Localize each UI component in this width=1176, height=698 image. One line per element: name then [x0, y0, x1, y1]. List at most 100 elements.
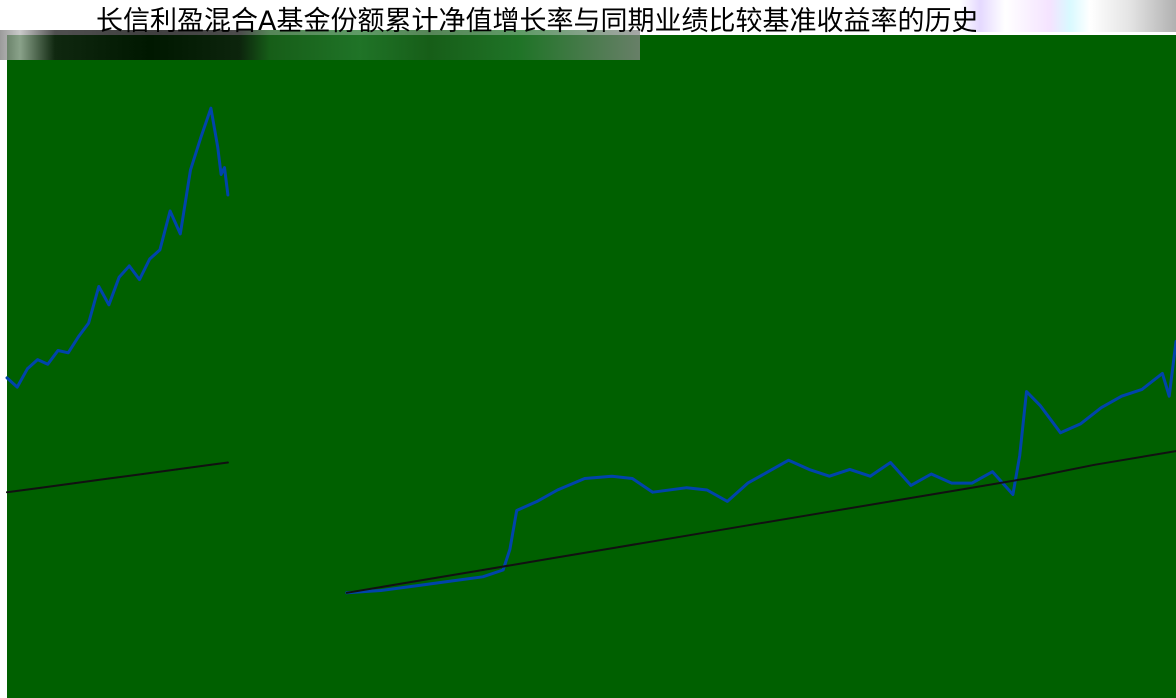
fund-line-period-1-point: [223, 166, 226, 169]
fund-line-period-2: [345, 339, 1176, 595]
fund-line-period-1-point: [199, 137, 202, 139]
fund-line-period-1-point: [189, 169, 192, 171]
fund-line-period-2-point: [747, 482, 749, 484]
fund-line-period-2-point: [536, 500, 538, 503]
fund-line-period-2-point: [930, 473, 933, 475]
fund-line-period-1-point: [227, 194, 229, 196]
fund-line-period-2-point: [502, 569, 504, 571]
fund-line-period-2-point: [787, 459, 790, 462]
fund-line-period-2-point: [380, 589, 382, 592]
fund-line-period-2-point: [515, 509, 518, 512]
fund-line-period-1-point: [16, 386, 19, 388]
plot-area: [7, 35, 1176, 698]
chart-title: 长信利盈混合A基金份额累计净值增长率与同期业绩比较基准收益率的历史走: [96, 6, 976, 37]
fund-line-period-1-point: [108, 304, 110, 306]
fund-line-period-1-point: [148, 258, 151, 260]
fund-line-period-2-point: [1168, 395, 1170, 398]
fund-line-period-2-point: [611, 475, 613, 478]
benchmark-line-period-1-point: [176, 468, 178, 471]
benchmark-line-period-2-point: [1093, 464, 1096, 466]
left-strip: [0, 35, 7, 698]
fund-line-period-2-point: [583, 477, 586, 480]
benchmark-line-period-1-point: [74, 482, 76, 484]
benchmark-line-period-1-point: [6, 491, 8, 494]
fund-line-period-2-point: [991, 470, 994, 473]
benchmark-line-period-1: [6, 461, 229, 494]
corner-artifact: [960, 0, 1176, 32]
fund-line-period-2-point: [950, 482, 953, 484]
fund-line-period-2-point: [726, 500, 729, 503]
fund-line-period-1-point: [67, 352, 69, 354]
fund-line-period-1-point: [220, 173, 222, 176]
fund-line-period-2-point: [849, 468, 851, 471]
fund-line-period-1-point: [128, 265, 131, 267]
fund-line-period-1-point: [216, 146, 219, 148]
fund-line-period-1-point: [36, 358, 39, 361]
fund-line-period-1-point: [87, 322, 90, 324]
fund-line-period-2-point: [1039, 404, 1041, 407]
fund-line-period-2-path: [345, 339, 1176, 595]
fund-line-period-2-point: [869, 475, 871, 478]
fund-line-period-1-point: [159, 249, 161, 251]
fund-line-period-1-point: [169, 210, 171, 212]
fund-line-period-2-point: [414, 585, 416, 587]
fund-line-period-2-point: [706, 489, 708, 491]
fund-line-period-1-point: [118, 276, 120, 279]
fund-line-period-2-point: [556, 489, 559, 491]
fund-line-period-1: [5, 106, 230, 389]
benchmark-line-period-2-point: [482, 569, 484, 571]
benchmark-line-period-2-point: [346, 592, 348, 594]
fund-line-period-2-point: [1161, 372, 1164, 375]
header-artifact: [0, 30, 640, 60]
benchmark-line-period-1-point: [40, 486, 42, 489]
fund-line-period-1-point: [138, 278, 141, 281]
benchmark-line-period-2-point: [1025, 477, 1028, 480]
fund-line-period-2-point: [651, 491, 654, 494]
fund-line-period-2-point: [1059, 432, 1062, 434]
fund-line-period-2-point: [685, 486, 688, 489]
fund-line-period-1-point: [179, 233, 182, 235]
benchmark-line-period-2-point: [617, 546, 620, 548]
benchmark-line-period-2-point: [957, 489, 960, 491]
benchmark-line-period-2-point: [889, 500, 892, 503]
fund-line-period-2-point: [1141, 388, 1143, 391]
fund-line-period-1-point: [98, 285, 100, 288]
fund-line-period-2-point: [1080, 422, 1082, 425]
fund-line-period-2-point: [448, 580, 450, 583]
fund-line-period-1-point: [210, 107, 212, 109]
fund-line-period-2-point: [971, 482, 973, 484]
fund-line-period-2-point: [1120, 395, 1123, 398]
fund-line-period-2-point: [808, 468, 810, 471]
fund-line-period-1-point: [57, 349, 59, 352]
fund-line-period-2-point: [1018, 454, 1021, 457]
fund-line-period-1-path: [5, 106, 230, 389]
benchmark-line-period-2-point: [685, 534, 688, 537]
benchmark-line-period-2-point: [753, 523, 756, 525]
benchmark-line-period-1-path: [6, 461, 229, 494]
benchmark-line-period-2-path: [345, 450, 1176, 594]
fund-line-period-2-point: [1025, 390, 1028, 393]
benchmark-line-period-1-point: [227, 461, 229, 464]
fund-line-period-2-point: [509, 548, 511, 551]
fund-line-period-2-point: [889, 461, 892, 464]
benchmark-line-period-1-point: [210, 464, 212, 466]
benchmark-line-period-2-point: [414, 580, 416, 583]
benchmark-line-period-2-point: [821, 512, 824, 514]
fund-line-period-2-point: [910, 484, 912, 487]
benchmark-line-period-1-point: [142, 473, 144, 475]
fund-line-period-1-point: [47, 363, 49, 366]
benchmark-line-period-2: [345, 450, 1176, 594]
benchmark-line-period-1-point: [108, 477, 110, 480]
fund-line-period-1-point: [77, 336, 80, 338]
fund-line-period-2-point: [767, 470, 769, 473]
fund-line-period-2-point: [828, 475, 831, 478]
fund-line-period-1-point: [6, 377, 8, 379]
fund-line-period-2-point: [1012, 493, 1014, 496]
fund-line-period-2-point: [631, 477, 634, 480]
fund-line-period-2-point: [482, 576, 484, 578]
fund-line-period-2-point: [1100, 406, 1102, 409]
fund-line-period-1-point: [26, 368, 29, 370]
benchmark-line-period-2-point: [549, 557, 552, 560]
